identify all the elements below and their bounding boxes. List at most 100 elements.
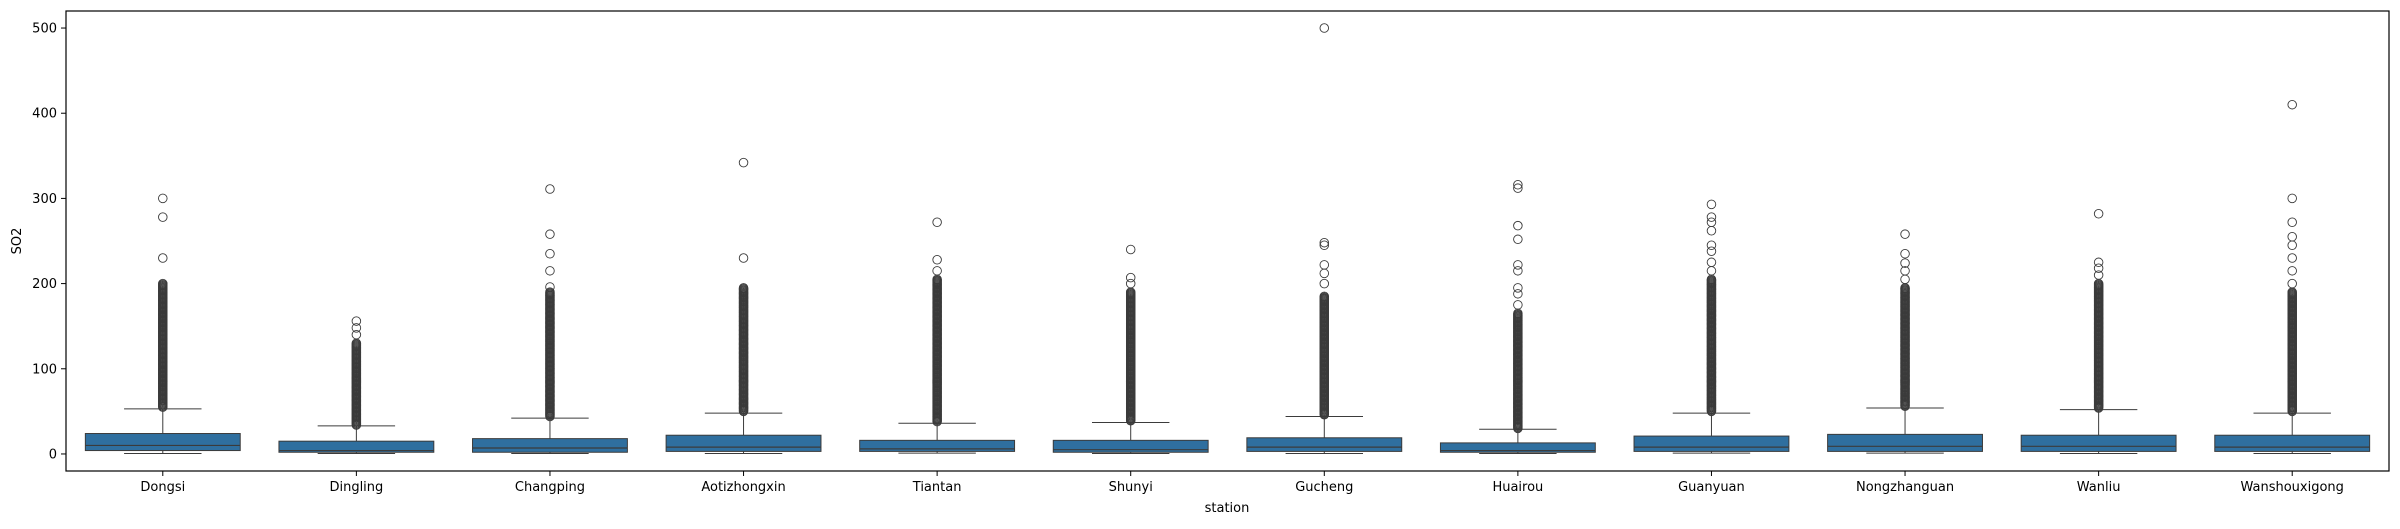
box-huairou (1439, 180, 1596, 455)
outlier-point (1125, 272, 1136, 283)
box-shunyi (1052, 244, 1209, 455)
y-tick-label: 400 (32, 107, 57, 122)
outlier-point (1125, 244, 1136, 255)
outlier-point (738, 157, 749, 168)
outlier-point (738, 253, 749, 263)
outlier-point (932, 254, 942, 265)
outlier-point (1319, 23, 1330, 33)
outlier-point (1900, 229, 1910, 239)
outlier-point (2287, 253, 2297, 263)
box-wanliu (2020, 208, 2177, 455)
outlier-point (2287, 99, 2297, 110)
outlier-point (158, 193, 168, 204)
y-tick-label: 300 (32, 192, 57, 207)
x-tick-label: Nongzhanguan (1856, 480, 1954, 495)
iqr-box (1827, 433, 1983, 452)
outlier-point (545, 229, 555, 239)
iqr-box (1246, 437, 1403, 452)
outlier-point (1513, 183, 1523, 193)
outlier-point (2287, 231, 2297, 242)
x-tick-label: Dingling (329, 480, 383, 495)
outlier-point (1513, 300, 1523, 310)
outlier-point (158, 278, 168, 289)
outlier-point (1513, 289, 1523, 299)
outlier-point (2287, 266, 2297, 276)
box-dongsi (84, 193, 241, 455)
outlier-point (1513, 234, 1523, 245)
outlier-point (1706, 212, 1717, 222)
x-tick-label: Huairou (1492, 480, 1543, 495)
x-tick-label: Wanshouxigong (2240, 480, 2343, 495)
outlier-point (545, 266, 555, 276)
x-tick-label: Dongsi (140, 480, 185, 495)
outlier-point (351, 316, 362, 326)
box-changping (472, 184, 628, 455)
outlier-point (1513, 260, 1523, 270)
iqr-box (1439, 442, 1596, 453)
outlier-point (2093, 208, 2104, 219)
outlier-point (1319, 291, 1330, 302)
outlier-point (1900, 258, 1910, 268)
box-guanyuan (1633, 199, 1790, 454)
outlier-point (738, 283, 749, 293)
outlier-point (2093, 270, 2104, 280)
outlier-point (1513, 220, 1523, 231)
box-tiantan (859, 217, 1016, 454)
outlier-point (1319, 237, 1330, 248)
iqr-box (1052, 439, 1209, 453)
x-tick-label: Shunyi (1109, 480, 1153, 495)
x-tick-label: Gucheng (1295, 480, 1353, 495)
iqr-box (2214, 434, 2371, 452)
outlier-point (1706, 246, 1717, 256)
outlier-point (545, 287, 555, 297)
outlier-point (545, 184, 555, 194)
outlier-point (351, 323, 362, 333)
outlier-point (2287, 217, 2297, 228)
outlier-point (1900, 249, 1910, 259)
outlier-point (1706, 240, 1717, 251)
outlier-point (2093, 263, 2104, 274)
outlier-point (932, 266, 942, 276)
y-axis-label: SO2 (10, 228, 25, 255)
x-axis: Dongsi Dingling Changping Aotizhongxin Tiant… (140, 471, 2344, 495)
outlier-point (1900, 266, 1910, 276)
outlier-point (158, 212, 168, 222)
outlier-point (1513, 266, 1523, 276)
x-tick-label: Guanyuan (1678, 480, 1745, 495)
iqr-box (2020, 434, 2177, 452)
outlier-point (1706, 199, 1717, 210)
box-gucheng (1246, 23, 1403, 455)
x-tick-label: Aotizhongxin (701, 480, 785, 495)
outlier-point (1706, 257, 1717, 268)
iqr-box (278, 440, 435, 453)
plot-frame (65, 10, 2390, 472)
y-tick-label: 500 (32, 22, 57, 37)
outlier-point (1513, 283, 1523, 293)
iqr-box (665, 434, 822, 452)
iqr-box (472, 438, 628, 453)
x-axis-label: station (1205, 501, 1250, 516)
outlier-point (1513, 180, 1523, 190)
outlier-point (2287, 278, 2297, 289)
x-tick-label: Changping (515, 480, 585, 495)
y-tick-label: 200 (32, 277, 57, 292)
outlier-point (1319, 240, 1330, 251)
box-wanshouxigong (2214, 99, 2371, 455)
outlier-point (1706, 217, 1717, 228)
iqr-box (859, 439, 1016, 452)
box-dingling (278, 316, 435, 455)
outlier-point (2287, 193, 2297, 204)
y-axis: 0 100 200 300 400 500 (32, 22, 66, 462)
iqr-box (84, 433, 241, 452)
outlier-point (2093, 257, 2104, 268)
boxes-layer (84, 23, 2371, 455)
y-tick-label: 0 (49, 447, 57, 462)
box-nongzhanguan (1827, 229, 1983, 454)
outlier-point (351, 329, 362, 340)
y-tick-label: 100 (32, 362, 57, 377)
x-tick-label: Wanliu (2077, 480, 2121, 495)
outlier-point (1125, 278, 1136, 289)
